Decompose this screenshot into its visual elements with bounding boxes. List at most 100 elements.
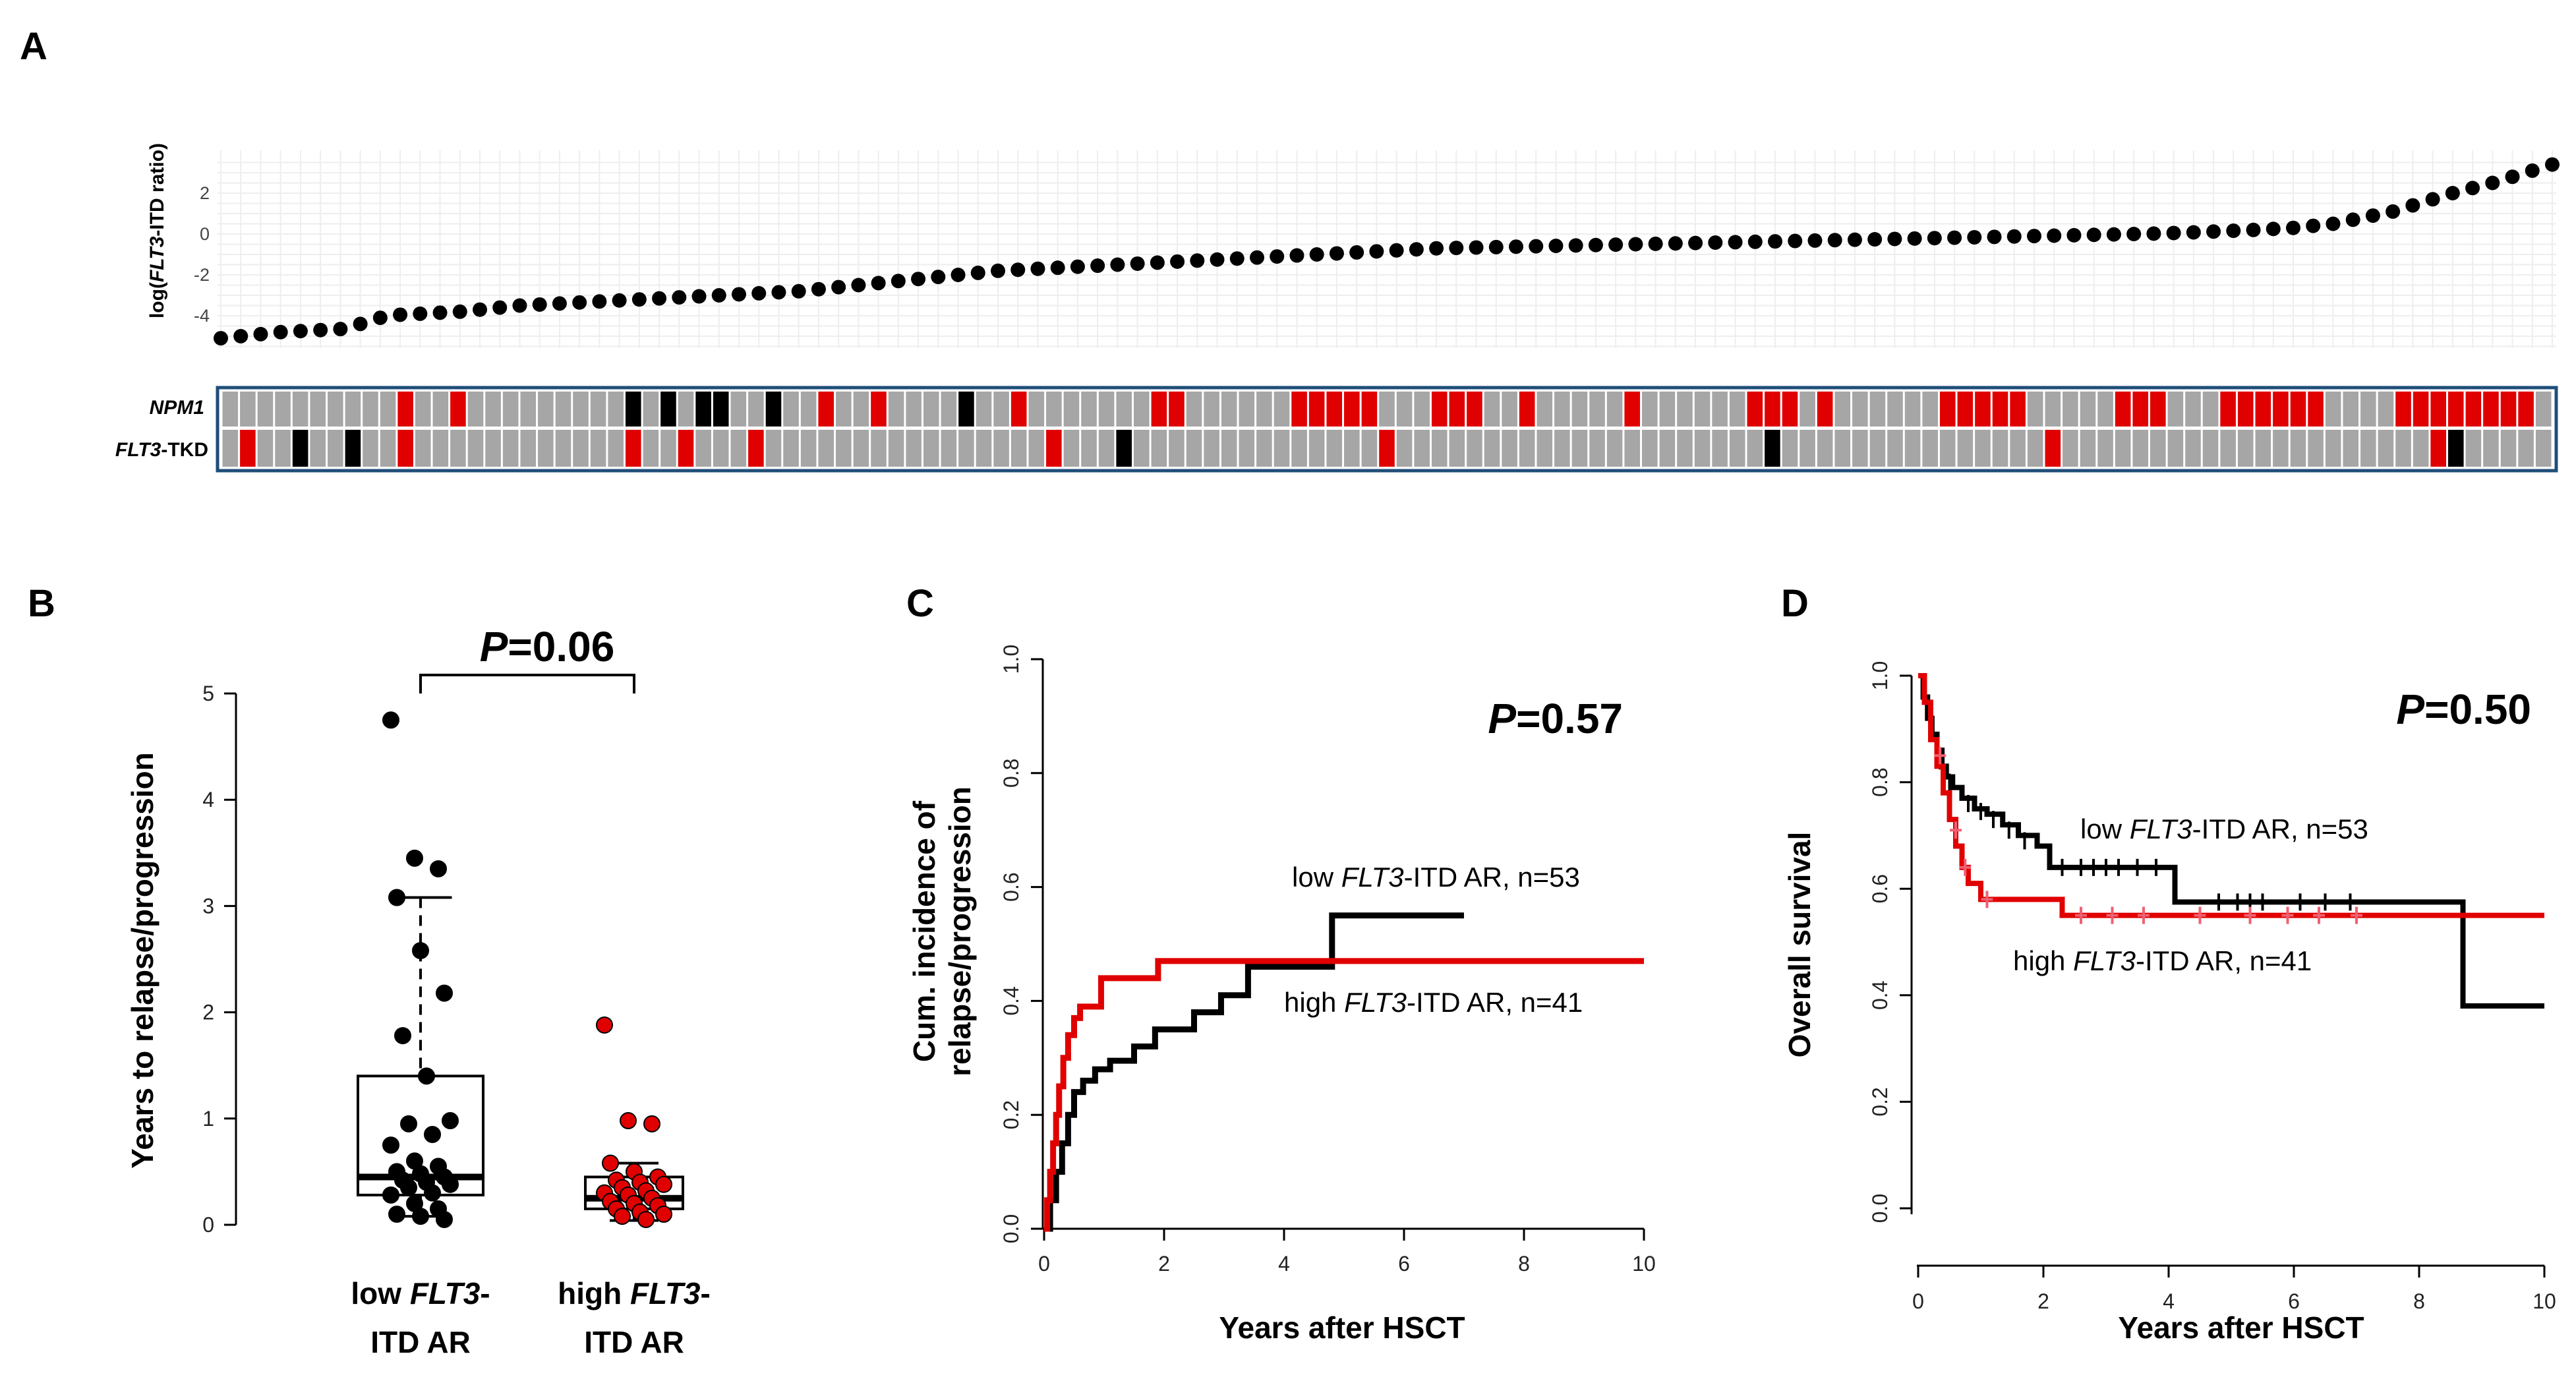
b-y-tick-label: 5 xyxy=(202,682,214,705)
flt3-tkd-cell xyxy=(1782,430,1798,467)
flt3-tkd-cell xyxy=(2080,430,2096,467)
npm1-cell xyxy=(1151,392,1167,427)
npm1-cell xyxy=(2150,392,2166,427)
b-data-point xyxy=(655,1175,672,1193)
npm1-cell xyxy=(1239,392,1255,427)
npm1-cell xyxy=(660,392,676,427)
b-data-point xyxy=(382,1136,399,1154)
npm1-cell xyxy=(502,392,519,427)
npm1-cell xyxy=(1308,392,1325,427)
flt3-tkd-cell xyxy=(345,430,361,467)
c-x-tick-label: 0 xyxy=(1038,1252,1050,1276)
a-data-point xyxy=(1270,249,1285,264)
a-data-point xyxy=(1728,235,1743,250)
b-data-point xyxy=(602,1154,619,1172)
flt3-tkd-cell xyxy=(730,430,747,467)
a-data-point xyxy=(2106,227,2121,242)
a-data-point xyxy=(1568,238,1583,253)
a-data-point xyxy=(2505,169,2520,185)
npm1-cell xyxy=(678,392,694,427)
b-y-axis-label: Years to relapse/progression xyxy=(125,752,160,1169)
d-y-tick-label: 0.0 xyxy=(1868,1194,1892,1223)
npm1-cell xyxy=(871,392,887,427)
npm1-cell xyxy=(1782,392,1798,427)
a-data-point xyxy=(293,324,308,339)
b-data-point xyxy=(400,1179,417,1196)
npm1-cell xyxy=(1519,392,1535,427)
a-data-point xyxy=(1070,259,1085,274)
a-data-point xyxy=(2006,229,2022,244)
a-data-point xyxy=(2146,226,2161,241)
a-data-point xyxy=(1409,242,1424,257)
npm1-cell xyxy=(520,392,537,427)
row-label-flt3-tkd: FLT3-TKD xyxy=(115,439,208,461)
npm1-cell xyxy=(397,392,413,427)
b-data-point xyxy=(394,1027,411,1045)
flt3-tkd-cell xyxy=(2413,430,2429,467)
flt3-tkd-cell xyxy=(1694,430,1711,467)
flt3-tkd-cell xyxy=(1239,430,1255,467)
flt3-tkd-cell xyxy=(2063,430,2078,467)
flt3-tkd-cell xyxy=(1957,430,1974,467)
npm1-cell xyxy=(1396,392,1413,427)
npm1-cell xyxy=(1537,392,1553,427)
flt3-tkd-cell xyxy=(2518,430,2534,467)
npm1-cell xyxy=(2115,392,2131,427)
a-data-point xyxy=(751,285,767,301)
flt3-tkd-cell xyxy=(1747,430,1763,467)
flt3-tkd-cell xyxy=(625,430,641,467)
a-data-point xyxy=(1668,236,1683,251)
b-data-point xyxy=(382,1186,399,1204)
d-x-tick-label: 6 xyxy=(2288,1289,2300,1313)
npm1-cell xyxy=(1046,392,1062,427)
a-data-point xyxy=(2206,224,2221,239)
a-data-point xyxy=(372,310,388,326)
c-curve-high xyxy=(1044,958,1644,1232)
flt3-tkd-cell xyxy=(608,430,624,467)
npm1-cell xyxy=(2430,392,2446,427)
a-data-point xyxy=(2425,192,2440,207)
flt3-tkd-cell xyxy=(713,430,729,467)
flt3-tkd-cell xyxy=(1606,430,1623,467)
a-data-point xyxy=(1130,256,1145,271)
a-data-point xyxy=(1807,233,1823,248)
npm1-cell xyxy=(888,392,904,427)
b-data-point xyxy=(430,860,447,877)
npm1-cell xyxy=(748,392,764,427)
flt3-tkd-cell xyxy=(2132,430,2149,467)
d-x-tick-label: 10 xyxy=(2532,1289,2556,1313)
npm1-cell xyxy=(1589,392,1605,427)
npm1-cell xyxy=(1606,392,1623,427)
d-y-tick-label: 0.8 xyxy=(1868,767,1892,796)
flt3-tkd-cell xyxy=(2447,430,2464,467)
a-data-point xyxy=(1907,231,1922,246)
flt3-tkd-cell xyxy=(2465,430,2482,467)
flt3-tkd-cell xyxy=(1081,430,1097,467)
npm1-cell xyxy=(1747,392,1763,427)
flt3-tkd-cell xyxy=(1010,430,1027,467)
npm1-cell xyxy=(415,392,431,427)
a-data-point xyxy=(2027,229,2041,244)
b-data-point xyxy=(424,1125,441,1143)
npm1-cell xyxy=(573,392,589,427)
flt3-tkd-cell xyxy=(1939,430,1956,467)
flt3-tkd-cell xyxy=(380,430,396,467)
b-y-tick-label: 0 xyxy=(202,1213,214,1237)
c-curves xyxy=(1044,912,1644,1232)
flt3-tkd-cell xyxy=(432,430,449,467)
flt3-tkd-cell xyxy=(800,430,817,467)
flt3-tkd-cell xyxy=(1396,430,1413,467)
a-data-point xyxy=(1488,239,1504,254)
a-data-point xyxy=(1030,261,1045,276)
npm1-cell xyxy=(1694,392,1711,427)
a-data-point xyxy=(1747,234,1763,249)
npm1-cell xyxy=(538,392,554,427)
flt3-tkd-cell xyxy=(1379,430,1395,467)
a-data-point xyxy=(214,331,228,346)
a-data-point xyxy=(1708,235,1723,250)
npm1-cell xyxy=(1869,392,1886,427)
b-data-point xyxy=(412,942,429,960)
npm1-cell xyxy=(1834,392,1851,427)
npm1-cell xyxy=(1765,392,1780,427)
a-data-point xyxy=(313,322,328,338)
